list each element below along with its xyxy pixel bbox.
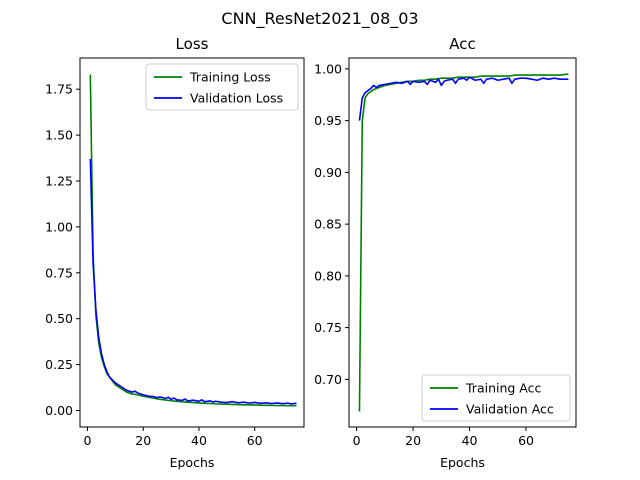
loss-legend: Training Loss Validation Loss: [145, 63, 299, 111]
loss-ytick-label: 1.00: [45, 219, 73, 234]
loss-ytick-label: 0.75: [45, 265, 73, 280]
acc-xtick-label: 60: [518, 433, 534, 448]
acc-xtick-label: 20: [405, 433, 421, 448]
acc-ytick-label: 0.85: [314, 217, 342, 232]
acc-axes-frame: [348, 57, 577, 428]
acc-ytick-label: 0.90: [314, 165, 342, 180]
loss-xtick-label: 60: [247, 433, 263, 448]
acc-legend-label: Training Acc: [465, 381, 541, 396]
acc-ytick-label: 0.75: [314, 320, 342, 335]
figure-suptitle: CNN_ResNet2021_08_03: [221, 9, 418, 29]
loss-axes: Loss 0 20 40 60 0.00 0.25 0.50 0.75 1.00 1.25 1.50 1…: [45, 35, 305, 470]
acc-ytick-label: 0.95: [314, 113, 342, 128]
acc-xtick-label: 0: [353, 433, 361, 448]
loss-series-validation-loss: [89, 158, 297, 405]
loss-legend-label: Validation Loss: [190, 91, 283, 106]
acc-series-validation-acc: [358, 76, 569, 121]
loss-ytick-label: 0.25: [45, 357, 73, 372]
loss-xtick-label: 20: [135, 433, 151, 448]
loss-xtick-label: 40: [191, 433, 207, 448]
loss-ytick-label: 1.25: [45, 174, 73, 189]
acc-xtick-label: 40: [462, 433, 478, 448]
loss-legend-box: [145, 63, 299, 111]
loss-series-training-loss: [89, 74, 297, 407]
loss-xtick-label: 0: [84, 433, 92, 448]
acc-legend: Training Acc Validation Acc: [421, 374, 571, 422]
loss-ytick-label: 0.00: [45, 403, 73, 418]
acc-axes: Acc 0 20 40 60 0.70 0.75 0.80 0.85 0.90 0.95 1.00 Ep…: [314, 35, 577, 470]
acc-title: Acc: [449, 35, 476, 53]
acc-legend-label: Validation Acc: [466, 402, 554, 417]
loss-xlabel: Epochs: [170, 455, 215, 470]
loss-ytick-label: 0.50: [45, 311, 73, 326]
loss-axes-frame: [79, 57, 305, 428]
acc-ytick-label: 0.80: [314, 268, 342, 283]
loss-ytick-label: 1.75: [45, 82, 73, 97]
acc-xlabel: Epochs: [440, 455, 485, 470]
loss-ytick-label: 1.50: [45, 128, 73, 143]
loss-legend-label: Training Loss: [189, 70, 271, 85]
acc-legend-box: [421, 374, 571, 422]
loss-title: Loss: [176, 35, 209, 53]
acc-ytick-label: 0.70: [314, 372, 342, 387]
acc-ytick-label: 1.00: [314, 61, 342, 76]
acc-series-training-acc: [358, 73, 569, 412]
